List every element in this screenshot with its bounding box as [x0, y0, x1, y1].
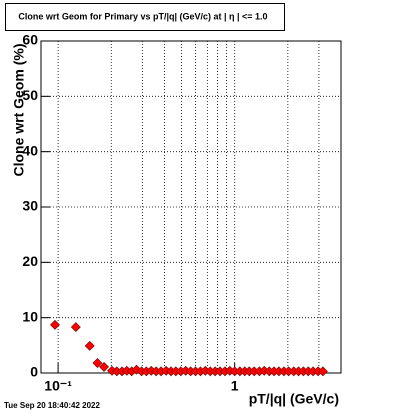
chart-title: Clone wrt Geom for Primary vs pT/|q| (Ge… [18, 11, 267, 21]
x-tick-label: 1 [231, 378, 239, 394]
x-axis-label: pT/|q| (GeV/c) [249, 391, 339, 407]
y-tick-label: 10 [22, 308, 38, 324]
data-point [50, 319, 60, 330]
y-tick-label: 50 [22, 87, 38, 103]
y-tick-label: 40 [22, 142, 38, 158]
y-tick-label: 60 [22, 32, 38, 48]
data-point [70, 322, 81, 332]
timestamp: Tue Sep 20 18:40:42 2022 [4, 401, 100, 410]
data-point [99, 361, 109, 372]
y-tick-label: 20 [22, 253, 38, 269]
y-tick-label: 0 [30, 364, 38, 380]
data-point [317, 366, 328, 377]
title-box [5, 3, 285, 31]
data-point [92, 358, 103, 368]
x-tick-label: 10⁻¹ [44, 378, 72, 394]
y-tick-label: 30 [22, 198, 38, 214]
y-axis-label: Clone wrt Geom (%) [11, 43, 27, 176]
data-point [84, 340, 95, 351]
